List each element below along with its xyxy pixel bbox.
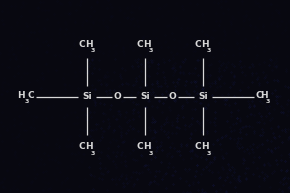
Text: 3: 3 [90,48,95,53]
Text: H: H [201,40,208,49]
Text: Si: Si [140,92,150,101]
Text: Si: Si [82,92,92,101]
Text: Si: Si [198,92,208,101]
Text: O: O [114,92,121,101]
Text: C: C [28,91,34,100]
Text: C: C [256,91,262,100]
Text: 3: 3 [25,99,29,104]
Text: H: H [143,40,150,49]
Text: H: H [201,142,208,151]
Text: C: C [194,40,201,49]
Text: 3: 3 [148,48,153,53]
Text: 3: 3 [206,151,211,156]
Text: H: H [260,91,268,100]
Text: C: C [136,40,143,49]
Text: 3: 3 [90,151,95,156]
Text: O: O [169,92,176,101]
Text: C: C [78,40,85,49]
Text: H: H [85,142,92,151]
Text: H: H [17,91,25,100]
Text: C: C [194,142,201,151]
Text: C: C [78,142,85,151]
Text: C: C [136,142,143,151]
Text: 3: 3 [206,48,211,53]
Text: 3: 3 [148,151,153,156]
Text: H: H [85,40,92,49]
Text: H: H [143,142,150,151]
Text: 3: 3 [265,99,270,104]
